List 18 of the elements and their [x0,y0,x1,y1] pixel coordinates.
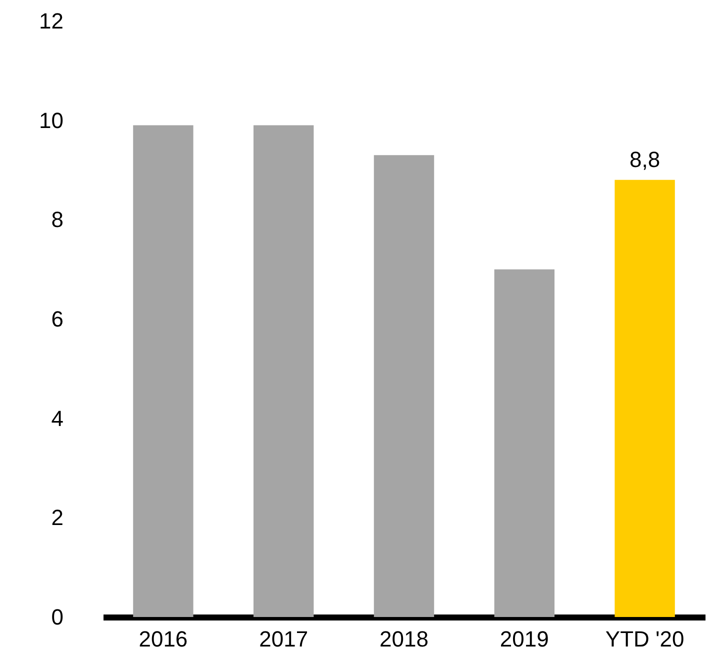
y-tick-label: 4 [51,406,64,431]
x-tick-label: 2016 [138,626,188,652]
y-tick-label: 8 [51,207,64,232]
data-label: 8,8 [630,146,660,172]
y-tick-label: 10 [39,108,64,133]
bar [614,180,675,617]
x-tick-label: 2019 [500,626,549,652]
y-tick-label: 12 [39,8,64,34]
x-tick-label: 2017 [259,626,308,652]
y-tick-label: 0 [51,604,64,630]
x-tick-label: YTD '20 [605,626,684,652]
bar [494,269,554,617]
y-tick-label: 6 [51,306,64,332]
bar [374,155,434,617]
y-tick-label: 2 [51,505,64,530]
x-tick-label: 2018 [380,626,428,652]
bar [133,125,194,617]
bar [254,125,314,617]
